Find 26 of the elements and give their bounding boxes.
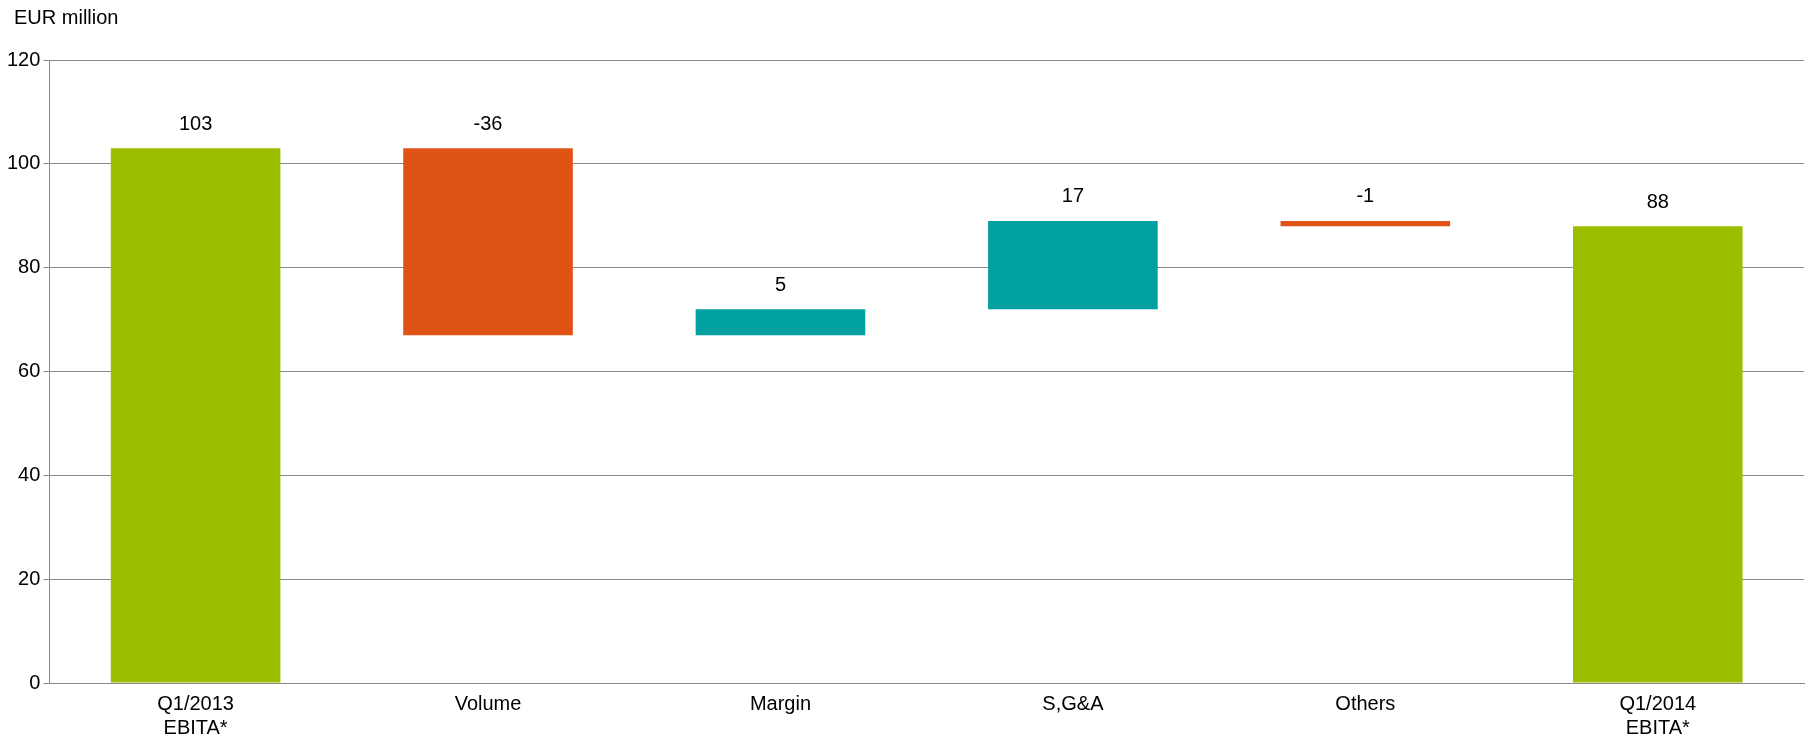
data-label: 88 xyxy=(1646,189,1669,212)
data-label: -36 xyxy=(473,111,503,134)
y-tick-label: 120 xyxy=(6,47,41,70)
y-tick-label: 60 xyxy=(18,359,41,382)
y-axis-title: EUR million xyxy=(14,6,119,29)
data-label: 17 xyxy=(1061,184,1085,207)
y-tick-label: 20 xyxy=(18,566,41,589)
x-tick-label: Q1/2013 EBITA* xyxy=(157,691,234,738)
y-tick-label: 80 xyxy=(18,255,41,278)
y-tick-label: 100 xyxy=(6,151,41,174)
data-label: -1 xyxy=(1356,184,1375,207)
x-tick-label: S,G&A xyxy=(1042,691,1105,714)
bar xyxy=(988,220,1158,310)
bar xyxy=(1572,226,1743,683)
bar xyxy=(695,309,866,336)
x-tick-label: Volume xyxy=(454,691,522,714)
bar xyxy=(403,148,573,336)
x-tick-label: Margin xyxy=(749,691,812,714)
bar xyxy=(1280,220,1451,227)
y-tick-label: 0 xyxy=(29,670,41,693)
data-label: 5 xyxy=(774,272,787,295)
x-tick-label: Others xyxy=(1335,691,1396,714)
bar xyxy=(110,148,281,683)
data-label: 103 xyxy=(178,111,213,134)
x-tick-label: Q1/2014 EBITA* xyxy=(1619,691,1697,738)
y-tick-label: 40 xyxy=(18,462,41,485)
